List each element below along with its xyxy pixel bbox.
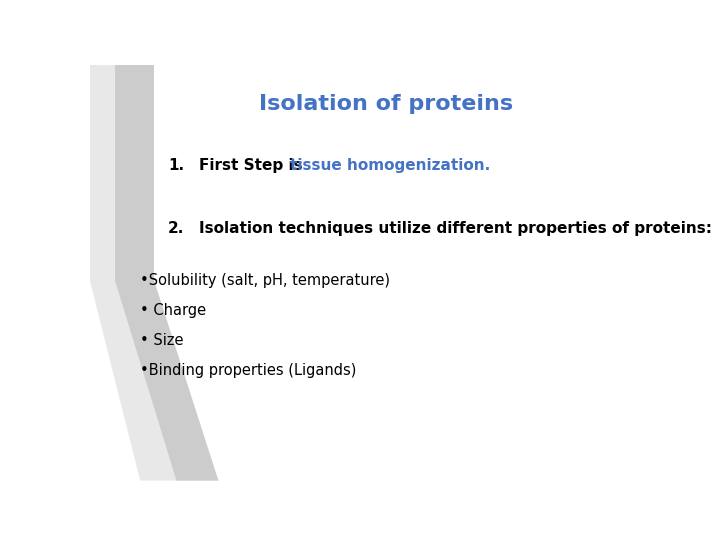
Polygon shape [90, 65, 154, 281]
Text: •Solubility (salt, pH, temperature): •Solubility (salt, pH, temperature) [140, 273, 390, 288]
Polygon shape [115, 281, 218, 481]
Text: • Size: • Size [140, 333, 184, 348]
Text: First Step is: First Step is [199, 158, 307, 173]
Text: Isolation techniques utilize different properties of proteins:: Isolation techniques utilize different p… [199, 221, 712, 236]
Polygon shape [115, 65, 154, 281]
Text: Isolation of proteins: Isolation of proteins [258, 94, 513, 114]
Text: 2.: 2. [168, 221, 184, 236]
Text: 1.: 1. [168, 158, 184, 173]
Text: tissue homogenization.: tissue homogenization. [289, 158, 490, 173]
Text: •Binding properties (Ligands): •Binding properties (Ligands) [140, 362, 356, 377]
Text: • Charge: • Charge [140, 302, 207, 318]
Polygon shape [90, 281, 218, 481]
